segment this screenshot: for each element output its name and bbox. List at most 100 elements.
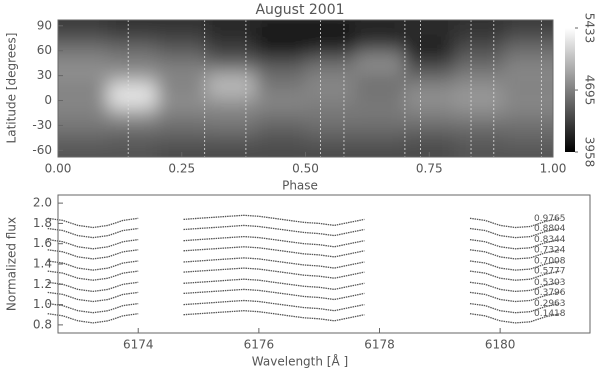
x-tick-label: 0.25 xyxy=(168,162,195,176)
spectrum-line xyxy=(47,278,561,293)
map-cell xyxy=(157,144,207,157)
map-cell xyxy=(157,20,207,33)
spectrum-line xyxy=(47,235,561,250)
map-cell xyxy=(58,94,108,108)
phase-label: 0.3796 xyxy=(534,288,566,298)
map-cell xyxy=(305,119,356,133)
chart-title: August 2001 xyxy=(255,2,344,18)
map-cell xyxy=(206,81,257,95)
map-cell xyxy=(107,94,158,108)
map-cell xyxy=(503,119,553,133)
phase-label: 0.8344 xyxy=(534,235,566,245)
map-area xyxy=(58,20,553,157)
map-cell xyxy=(404,106,455,120)
spectrum-line xyxy=(47,257,561,271)
map-cell xyxy=(206,131,257,145)
map-cell xyxy=(107,131,158,145)
map-cell xyxy=(206,94,257,108)
y-tick-label: 1.4 xyxy=(33,257,52,271)
map-cell xyxy=(404,69,455,83)
map-cell xyxy=(107,69,158,83)
map-cell xyxy=(305,106,356,120)
map-cell xyxy=(157,106,207,120)
map-cell xyxy=(206,56,257,70)
map-cell xyxy=(58,56,108,70)
colorbar-tick-label: 4695 xyxy=(583,75,597,106)
map-cell xyxy=(206,69,257,83)
map-cells xyxy=(58,20,553,157)
x-tick-label: 6180 xyxy=(485,338,516,352)
map-cell xyxy=(454,81,504,95)
y-tick-label: -30 xyxy=(32,118,52,132)
map-cell xyxy=(454,69,504,83)
spectrum-line xyxy=(47,288,561,303)
spectrum-line xyxy=(47,224,561,239)
map-cell xyxy=(305,81,356,95)
x-tick-label: 6178 xyxy=(364,338,395,352)
map-cell xyxy=(404,119,455,133)
map-cell xyxy=(107,44,158,58)
y-tick-label: 1.6 xyxy=(33,236,52,250)
map-cell xyxy=(355,69,405,83)
map-cell xyxy=(305,144,356,157)
phase-label: 0.1418 xyxy=(534,309,566,319)
map-cell xyxy=(58,44,108,58)
map-cell xyxy=(58,144,108,157)
map-cell xyxy=(107,119,158,133)
map-cell xyxy=(305,56,356,70)
spectrum-line xyxy=(47,214,561,229)
map-cell xyxy=(305,131,356,145)
map-cell xyxy=(454,106,504,120)
spectrum-line xyxy=(47,267,561,281)
x-tick-label: 0.75 xyxy=(416,162,443,176)
map-cell xyxy=(157,94,207,108)
colorbar-tick-label: 3958 xyxy=(583,137,597,168)
spectrum-line xyxy=(47,299,561,314)
map-cell xyxy=(404,44,455,58)
phase-label: 0.5303 xyxy=(534,278,566,288)
phase-label: 0.8804 xyxy=(534,224,566,234)
map-cell xyxy=(454,94,504,108)
phase-label: 0.2963 xyxy=(534,299,566,309)
map-cell xyxy=(157,32,207,45)
map-cell xyxy=(305,32,356,45)
y-tick-label: 1.0 xyxy=(33,297,52,311)
plot-frame xyxy=(57,194,591,334)
map-cell xyxy=(404,144,455,157)
phase-label: 0.7324 xyxy=(534,245,566,255)
map-cell xyxy=(256,32,306,45)
map-cell xyxy=(454,32,504,45)
spectrum-line xyxy=(47,246,561,260)
map-cell xyxy=(107,32,158,45)
map-cell xyxy=(355,20,405,33)
map-cell xyxy=(256,119,306,133)
map-cell xyxy=(503,69,553,83)
y-tick-label: 0.8 xyxy=(33,317,52,331)
y-tick-label: 1.2 xyxy=(33,277,52,291)
map-cell xyxy=(107,56,158,70)
phase-label: 0.9765 xyxy=(534,214,566,224)
map-cell xyxy=(58,20,108,33)
map-cell xyxy=(206,144,257,157)
map-cell xyxy=(454,131,504,145)
map-cell xyxy=(503,32,553,45)
map-cell xyxy=(355,32,405,45)
map-cell xyxy=(256,106,306,120)
map-cell xyxy=(256,56,306,70)
spectrum-line xyxy=(47,310,561,324)
map-cell xyxy=(58,131,108,145)
colorbar-tick-label: 5433 xyxy=(583,13,597,44)
phase-label: 0.5777 xyxy=(534,267,566,277)
map-cell xyxy=(404,131,455,145)
map-cell xyxy=(58,81,108,95)
y-tick-label: 60 xyxy=(37,43,52,57)
map-cell xyxy=(206,119,257,133)
map-cell xyxy=(107,81,158,95)
phase-label: 0.7008 xyxy=(534,256,566,266)
x-axis-label: Wavelength [Å ] xyxy=(252,354,348,369)
y-axis-label: Latitude [degrees] xyxy=(5,33,19,144)
map-cell xyxy=(58,69,108,83)
map-cell xyxy=(355,119,405,133)
map-cell xyxy=(503,44,553,58)
y-tick-label: 0 xyxy=(44,93,52,107)
